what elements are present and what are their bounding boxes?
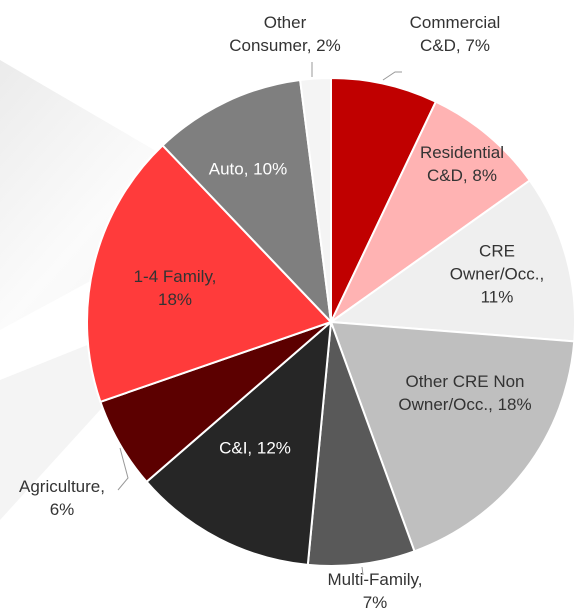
pie-slice [161,78,333,325]
data-label: Owner/Occ., [450,264,544,283]
data-label: CRE [479,241,515,260]
pie-slice [145,319,333,566]
pie-slice [306,321,416,567]
pie-slice [329,320,574,553]
data-label: C&I, 12% [219,438,291,457]
pie-slice [328,179,574,343]
data-label: Consumer, 2% [229,36,341,55]
leader-line [361,566,364,576]
data-label: Residential [420,143,504,162]
data-label: 11% [481,287,514,306]
data-label: C&D, 8% [427,166,497,185]
data-label: 6% [50,500,75,519]
data-label: 7% [363,593,388,612]
background-shape [0,60,240,330]
data-label: Auto, 10% [209,159,287,178]
leader-line [382,71,402,81]
data-label: Owner/Occ., 18% [398,395,531,414]
data-label: Agriculture, [19,477,105,496]
data-label: Multi-Family, [327,570,422,589]
data-label: Commercial [410,13,501,32]
pie-slice [298,76,332,323]
data-label: C&D, 7% [420,36,490,55]
pie-slice [330,76,438,323]
pie-slice [86,143,333,404]
data-label: 1-4 Family, [134,267,217,286]
leader-line [117,447,129,491]
data-label: Other [264,13,307,32]
data-label: 18% [158,290,192,309]
data-label: Other CRE Non [405,372,524,391]
pie-slice [328,100,532,326]
